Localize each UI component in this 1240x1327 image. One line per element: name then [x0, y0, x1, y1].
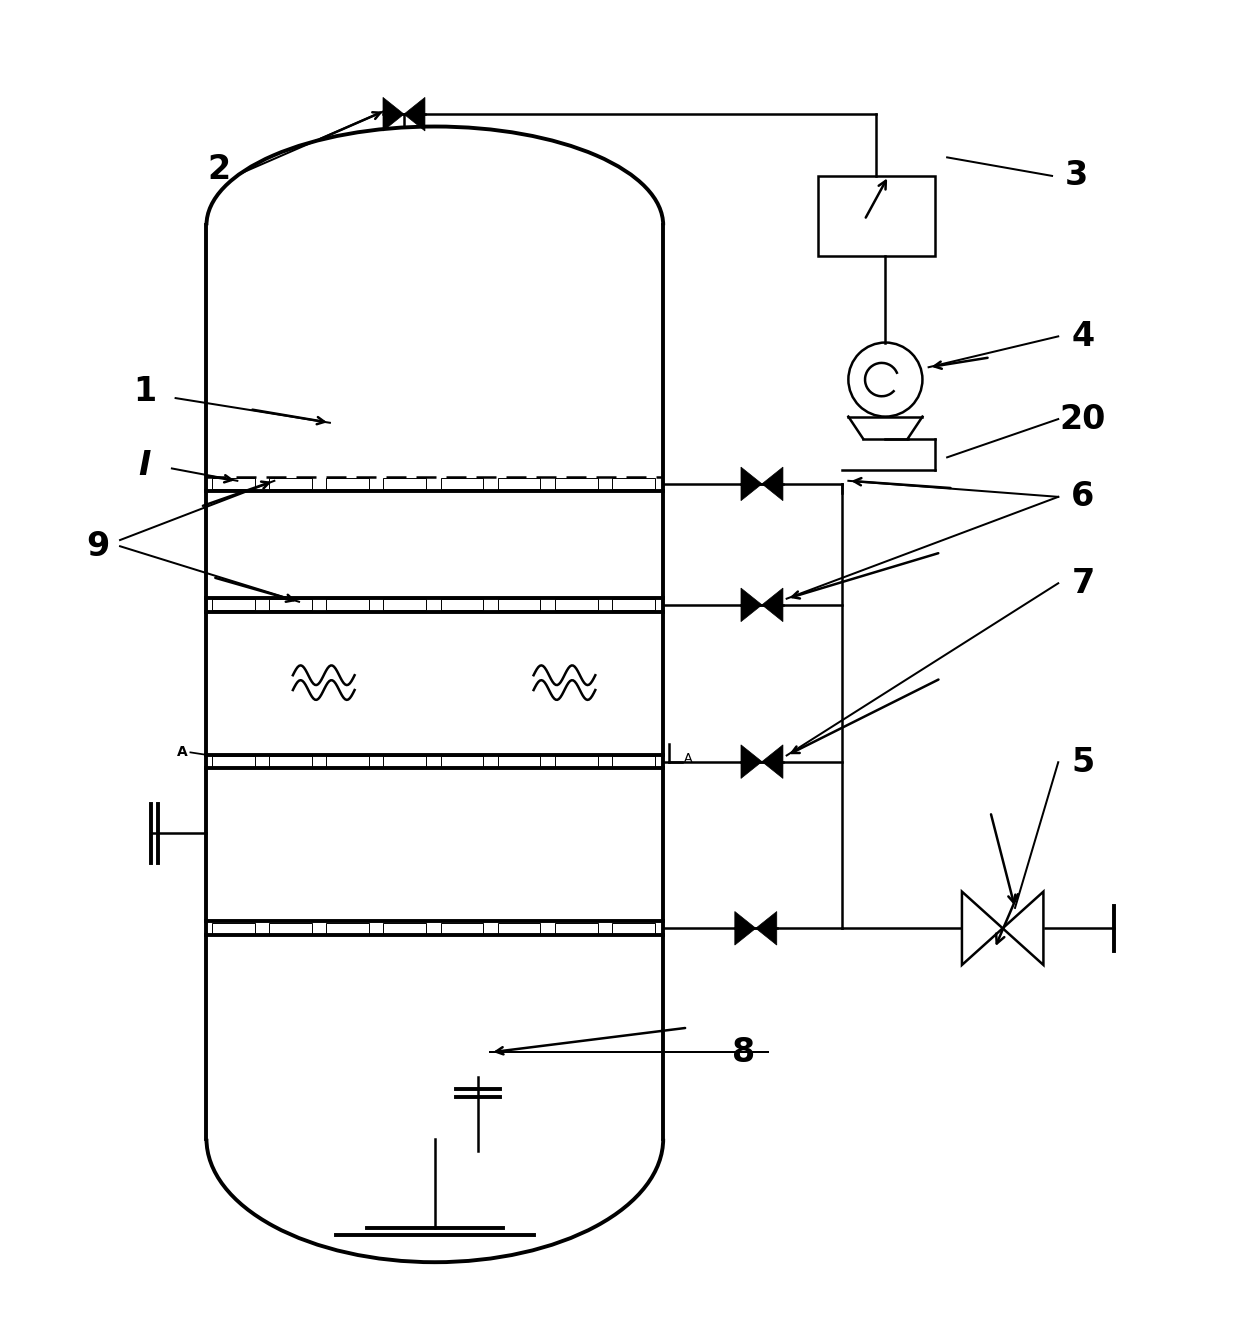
Text: 8: 8	[732, 1036, 755, 1068]
Bar	[269, 922, 312, 934]
Bar	[440, 478, 484, 490]
Bar	[212, 478, 255, 490]
Bar	[326, 600, 370, 610]
Text: 4: 4	[1071, 320, 1095, 353]
Text: 2: 2	[207, 153, 231, 186]
Polygon shape	[761, 588, 782, 621]
Bar	[212, 922, 255, 934]
Bar	[611, 600, 655, 610]
Bar	[383, 922, 427, 934]
Bar	[440, 600, 484, 610]
Text: 5: 5	[1071, 746, 1095, 779]
Bar	[440, 922, 484, 934]
Bar	[383, 756, 427, 767]
Text: 3: 3	[1065, 159, 1089, 192]
Polygon shape	[383, 97, 404, 131]
Polygon shape	[756, 912, 776, 945]
Bar	[383, 600, 427, 610]
Text: 1: 1	[133, 376, 156, 409]
Polygon shape	[404, 97, 425, 131]
Polygon shape	[735, 912, 756, 945]
Polygon shape	[742, 467, 761, 500]
Text: A: A	[684, 752, 693, 766]
Polygon shape	[761, 467, 782, 500]
Bar	[554, 600, 598, 610]
Bar	[269, 600, 312, 610]
Bar	[497, 756, 541, 767]
Text: 6: 6	[1071, 480, 1095, 514]
Text: 7: 7	[1071, 567, 1095, 600]
Bar	[269, 756, 312, 767]
Bar	[817, 176, 935, 256]
Bar	[554, 922, 598, 934]
Bar	[212, 600, 255, 610]
Bar	[554, 756, 598, 767]
Bar	[611, 756, 655, 767]
Text: A: A	[177, 746, 188, 759]
Text: 20: 20	[1060, 402, 1106, 435]
Text: 9: 9	[87, 529, 109, 563]
Polygon shape	[742, 744, 761, 779]
Polygon shape	[742, 588, 761, 621]
Bar	[326, 922, 370, 934]
Bar	[383, 478, 427, 490]
Bar	[440, 756, 484, 767]
Bar	[212, 756, 255, 767]
Bar	[497, 600, 541, 610]
Bar	[611, 922, 655, 934]
Bar	[269, 478, 312, 490]
Polygon shape	[761, 744, 782, 779]
Text: I: I	[139, 450, 151, 483]
Bar	[497, 922, 541, 934]
Bar	[497, 478, 541, 490]
Bar	[326, 478, 370, 490]
Bar	[554, 478, 598, 490]
Bar	[326, 756, 370, 767]
Bar	[611, 478, 655, 490]
